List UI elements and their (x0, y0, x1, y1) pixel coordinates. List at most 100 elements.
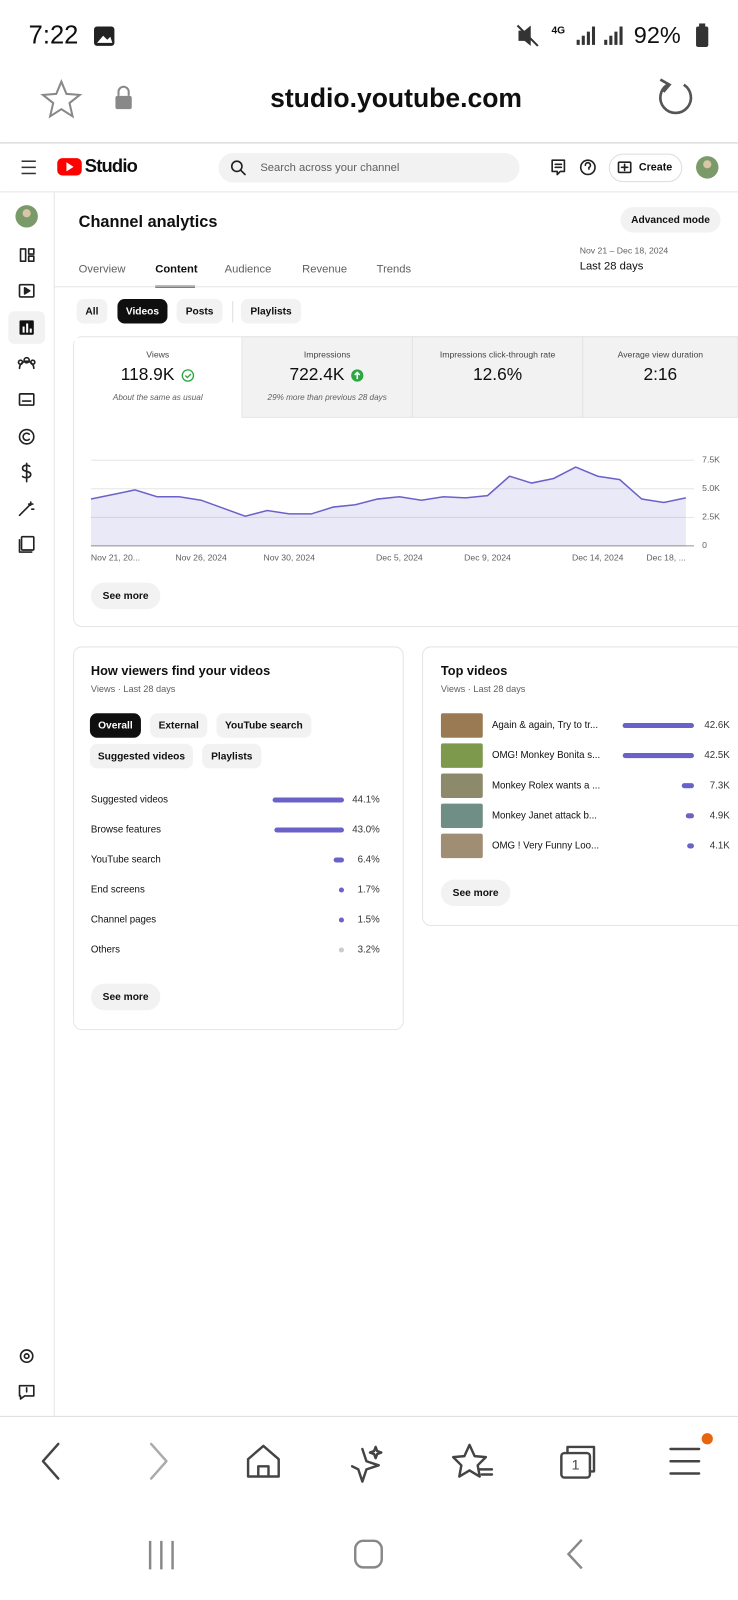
x-tick-label: Nov 30, 2024 (263, 552, 315, 562)
chip[interactable] (89, 713, 141, 738)
source-label: Browse features (91, 825, 161, 836)
battery-icon (696, 23, 709, 47)
chip-label: All (85, 306, 98, 317)
metric-tab[interactable] (241, 336, 413, 418)
thumbnail[interactable] (440, 773, 483, 798)
gallery-icon (94, 26, 115, 46)
x-tick-label: Dec 18, ... (646, 552, 685, 562)
video-title[interactable]: Monkey Janet attack b... (492, 810, 597, 821)
video-title[interactable]: OMG! Monkey Bonita s... (492, 750, 600, 761)
source-bar (338, 887, 344, 893)
see-more-label: See more (103, 992, 149, 1003)
create-label: Create (639, 162, 672, 174)
x-tick-label: Dec 5, 2024 (376, 552, 423, 562)
video-views: 42.6K (704, 720, 730, 731)
battery-level: 92% (634, 22, 681, 48)
top-videos-title: Top videos (441, 663, 507, 678)
chip[interactable] (202, 743, 262, 769)
thumbnail[interactable] (440, 833, 483, 859)
y-tick-label: 5.0K (702, 483, 720, 493)
reload-button[interactable] (659, 78, 693, 115)
tab-count: 1 (572, 1458, 580, 1474)
thumbnail[interactable] (440, 743, 483, 768)
create-button[interactable] (608, 153, 683, 183)
tab[interactable]: Content (155, 263, 198, 275)
date-range[interactable]: Nov 21 – Dec 18, 2024 (580, 245, 669, 255)
y-tick-label: 7.5K (702, 455, 720, 465)
up-icon (351, 369, 364, 382)
mute-icon (516, 24, 539, 47)
advanced-mode-label: Advanced mode (631, 215, 710, 226)
x-tick-label: Nov 26, 2024 (175, 552, 227, 562)
traffic-card (73, 646, 404, 1031)
metric-tab[interactable] (411, 336, 584, 418)
metric-tab[interactable] (582, 336, 738, 418)
see-more-button[interactable] (90, 582, 161, 610)
y-tick-label: 2.5K (702, 512, 720, 522)
signal-icons (576, 26, 623, 45)
sidebar-icons[interactable] (17, 248, 36, 1400)
chip[interactable] (76, 298, 108, 324)
see-more-label: See more (453, 888, 499, 899)
source-value: 1.7% (358, 885, 380, 896)
chip[interactable] (117, 298, 168, 324)
source-value: 6.4% (358, 855, 380, 866)
metric-label: Impressions click-through rate (440, 349, 556, 359)
video-title[interactable]: OMG ! Very Funny Loo... (492, 840, 599, 851)
lock-icon (115, 85, 132, 110)
metric-value: 722.4K (289, 364, 344, 384)
check-icon (181, 369, 195, 382)
top-videos-card (422, 646, 738, 927)
comments-icon[interactable] (551, 159, 566, 176)
chip[interactable] (240, 298, 302, 324)
system-nav[interactable] (148, 1538, 583, 1570)
metric-value: 2:16 (643, 364, 677, 384)
video-title[interactable]: Again & again, Try to tr... (492, 720, 598, 731)
period[interactable]: Last 28 days (580, 260, 644, 272)
x-tick-label: Nov 21, 20... (91, 552, 140, 562)
source-value: 43.0% (352, 825, 380, 836)
source-bar (274, 827, 344, 833)
tab[interactable]: Audience (225, 263, 272, 275)
chip-label: Posts (186, 306, 214, 317)
search-icon (230, 160, 246, 176)
thumbnail[interactable] (440, 803, 483, 829)
browser-nav[interactable] (41, 1442, 701, 1483)
chip-label: Videos (126, 306, 160, 317)
metric-value: 12.6% (473, 364, 522, 384)
metric-label: Views (146, 349, 170, 359)
see-more-button[interactable] (90, 983, 161, 1011)
sidebar-avatar[interactable] (15, 205, 38, 228)
search-box[interactable] (218, 153, 520, 183)
bookmark-star[interactable] (40, 78, 83, 119)
chip-label: Playlists (211, 751, 253, 762)
chip[interactable] (150, 713, 208, 738)
video-views: 4.9K (710, 810, 730, 821)
area (90, 467, 686, 546)
avatar[interactable] (696, 156, 719, 179)
chip[interactable] (176, 298, 223, 324)
chip-label: Suggested videos (98, 751, 186, 762)
video-bar (685, 813, 694, 819)
logo-text: Studio (85, 155, 138, 176)
tab[interactable]: Overview (79, 263, 127, 275)
tab[interactable]: Revenue (302, 263, 347, 275)
menu-button[interactable] (21, 160, 36, 175)
source-bar (338, 917, 344, 923)
help-icon[interactable] (579, 159, 596, 176)
advanced-mode-button[interactable] (620, 207, 721, 233)
see-more-button[interactable] (440, 879, 511, 907)
url[interactable]: studio.youtube.com (270, 83, 522, 113)
metric-tab-selected[interactable] (74, 337, 242, 418)
thumbnail[interactable] (440, 713, 483, 738)
video-title[interactable]: Monkey Rolex wants a ... (492, 780, 600, 791)
chip-label: Overall (98, 721, 133, 732)
source-label: End screens (91, 885, 145, 896)
metric-label: Average view duration (618, 349, 704, 359)
chip[interactable] (89, 743, 193, 769)
chip[interactable] (216, 713, 312, 738)
tab[interactable]: Trends (377, 263, 412, 275)
youtube-logo[interactable] (57, 158, 82, 176)
